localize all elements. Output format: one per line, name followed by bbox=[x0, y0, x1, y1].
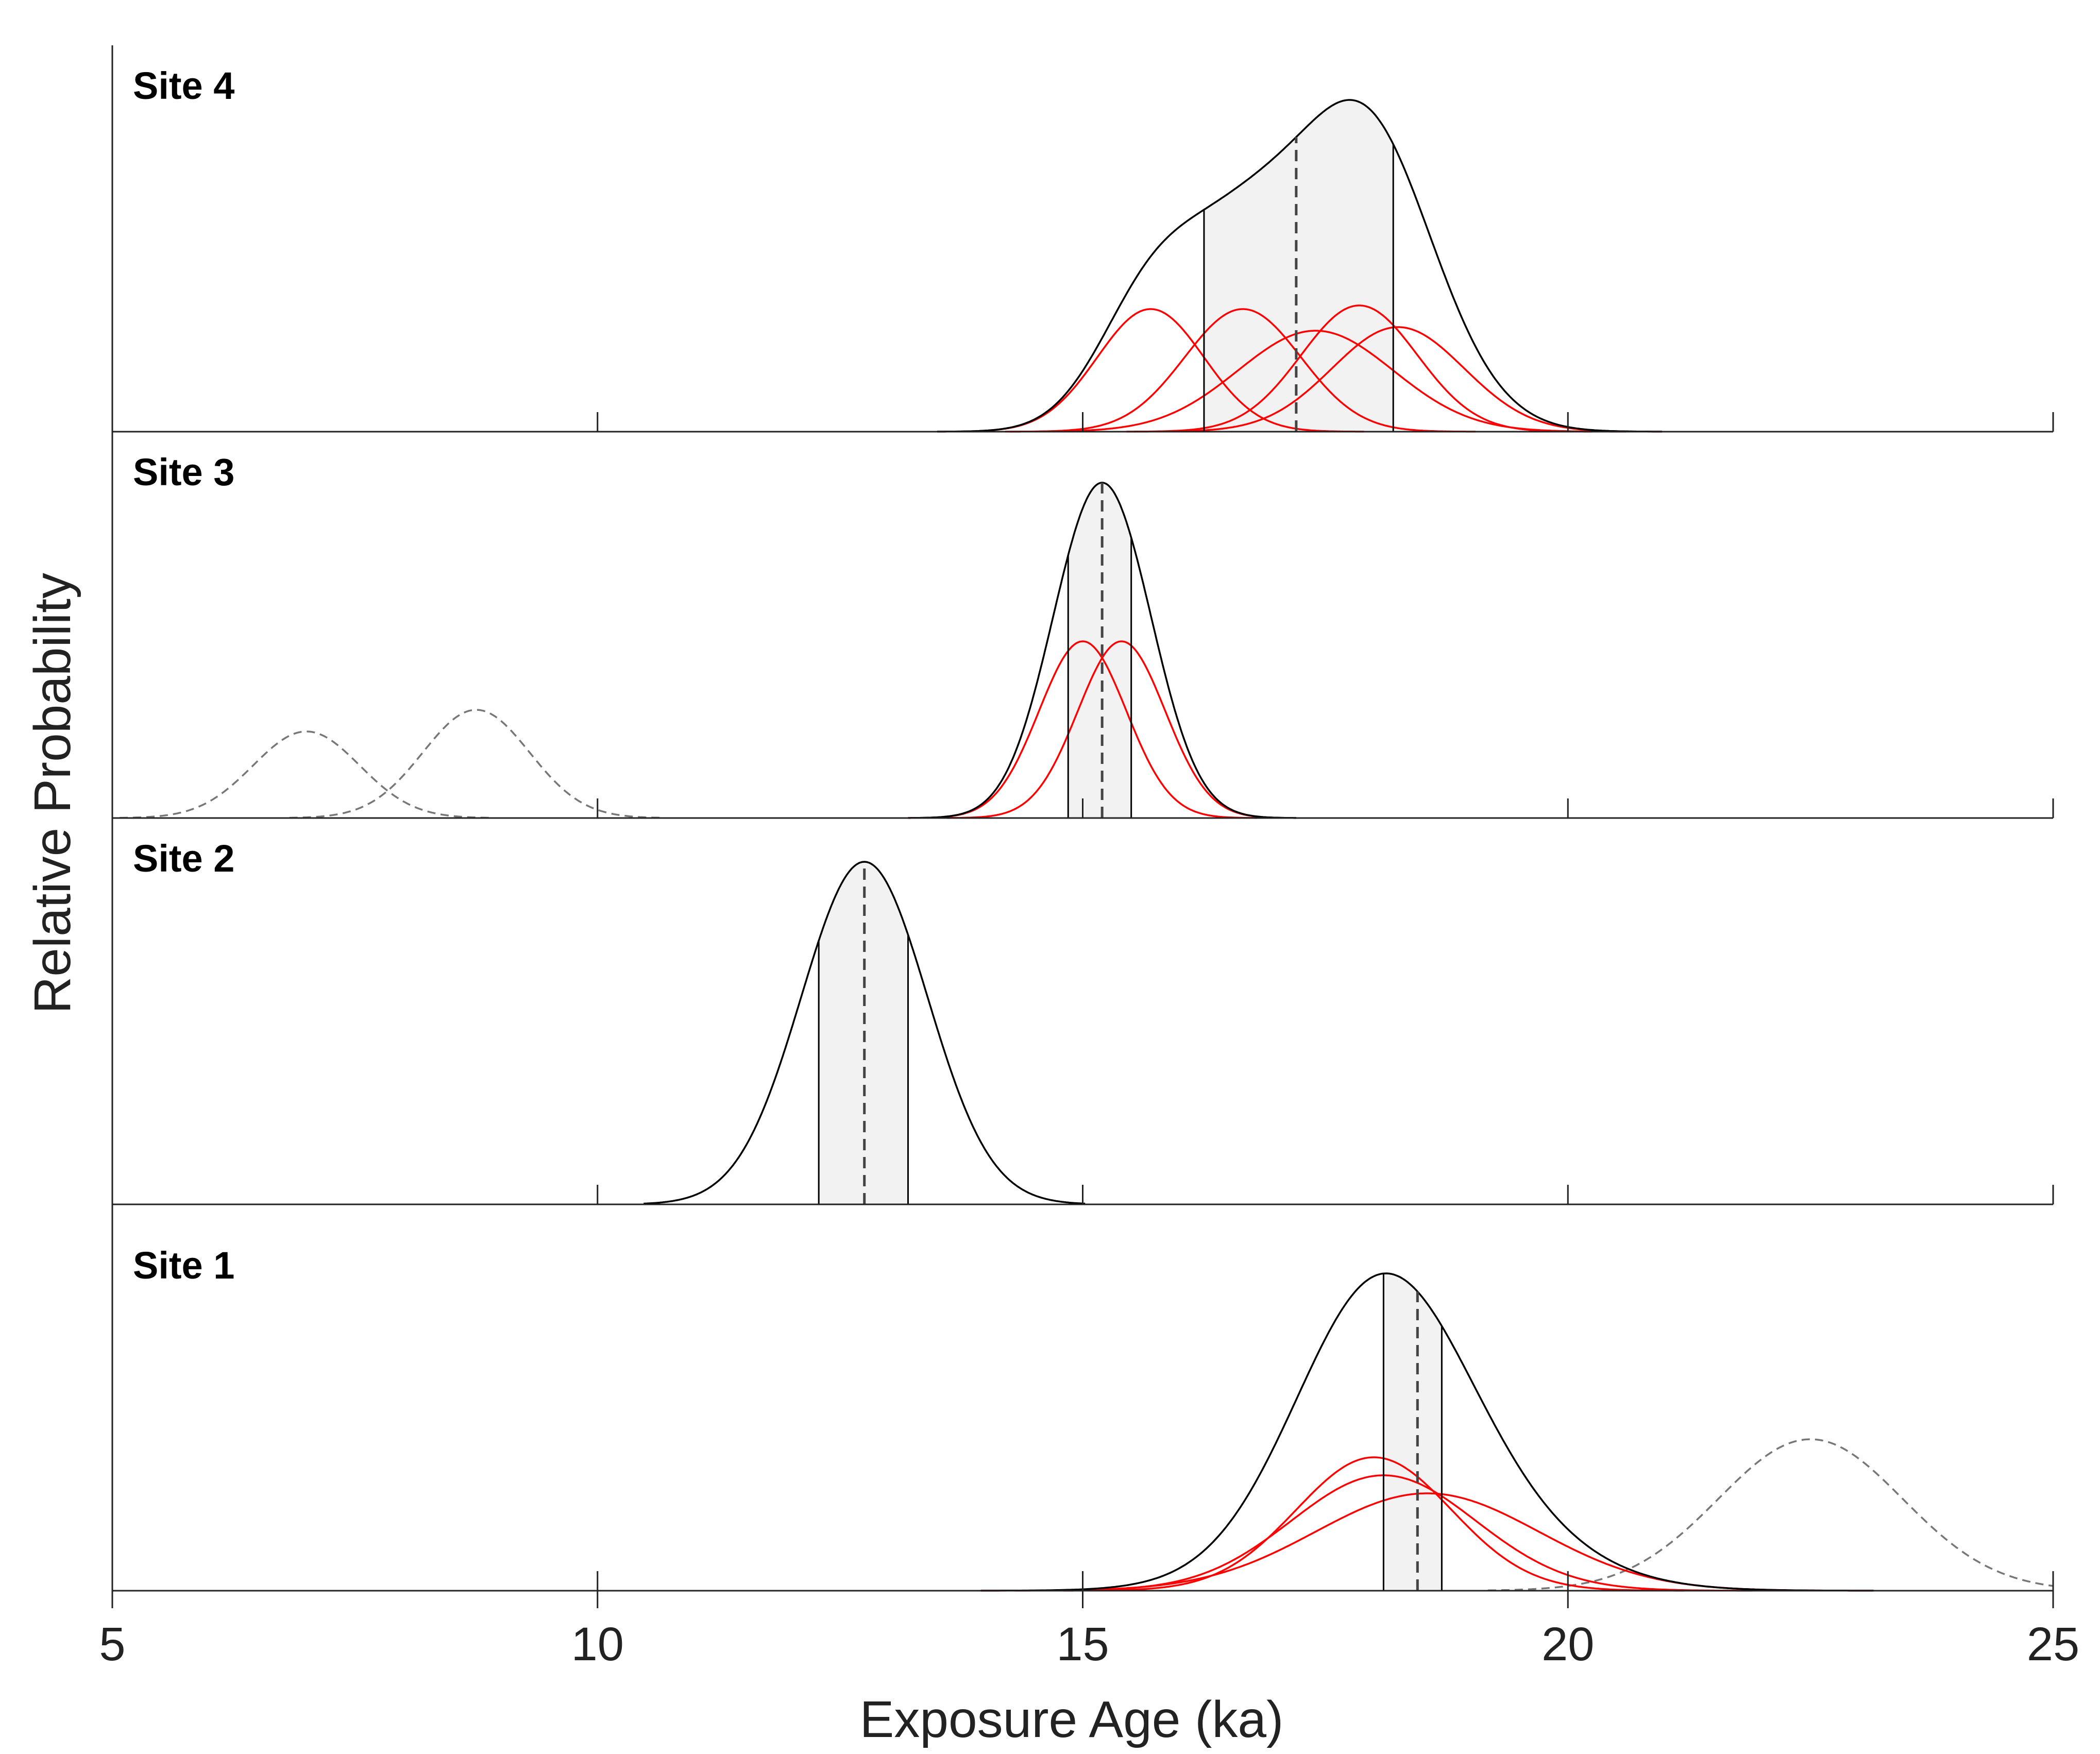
x-axis: 5 10 15 20 25 bbox=[99, 1591, 2079, 1671]
interval-shade bbox=[1068, 483, 1131, 818]
outlier-curve bbox=[120, 730, 494, 819]
interval-shade bbox=[1383, 1273, 1442, 1591]
x-tick-label: 15 bbox=[1056, 1618, 1109, 1671]
x-axis-title: Exposure Age (ka) bbox=[860, 1691, 1284, 1748]
outlier-curve bbox=[289, 709, 663, 819]
summed-curve bbox=[643, 861, 1086, 1205]
individual-curve bbox=[1063, 1456, 1685, 1592]
individual-curve bbox=[1010, 308, 1476, 433]
panel-site-4: Site 4 bbox=[111, 64, 2054, 433]
panel-label: Site 2 bbox=[133, 837, 234, 880]
x-tick-label: 25 bbox=[2027, 1618, 2079, 1671]
panel-site-3: Site 3 bbox=[111, 451, 2054, 819]
x-tick-label: 20 bbox=[1542, 1618, 1594, 1671]
x-tick-label: 5 bbox=[99, 1618, 125, 1671]
summed-curve bbox=[937, 99, 1662, 433]
panel-label: Site 4 bbox=[133, 64, 234, 107]
summed-curve bbox=[980, 1272, 1874, 1592]
panel-site-2: Site 2 bbox=[111, 837, 2054, 1205]
outlier-curve bbox=[1487, 1438, 2054, 1592]
panels-group: Site 4 Site 3 Site 2 Site 1 bbox=[111, 45, 2054, 1592]
interval-shade bbox=[1204, 100, 1394, 432]
y-axis-title: Relative Probability bbox=[24, 573, 81, 1014]
x-tick-label: 10 bbox=[571, 1618, 624, 1671]
panel-label: Site 3 bbox=[133, 451, 234, 493]
panel-site-1: Site 1 bbox=[111, 1244, 2054, 1592]
panel-label: Site 1 bbox=[133, 1244, 234, 1287]
